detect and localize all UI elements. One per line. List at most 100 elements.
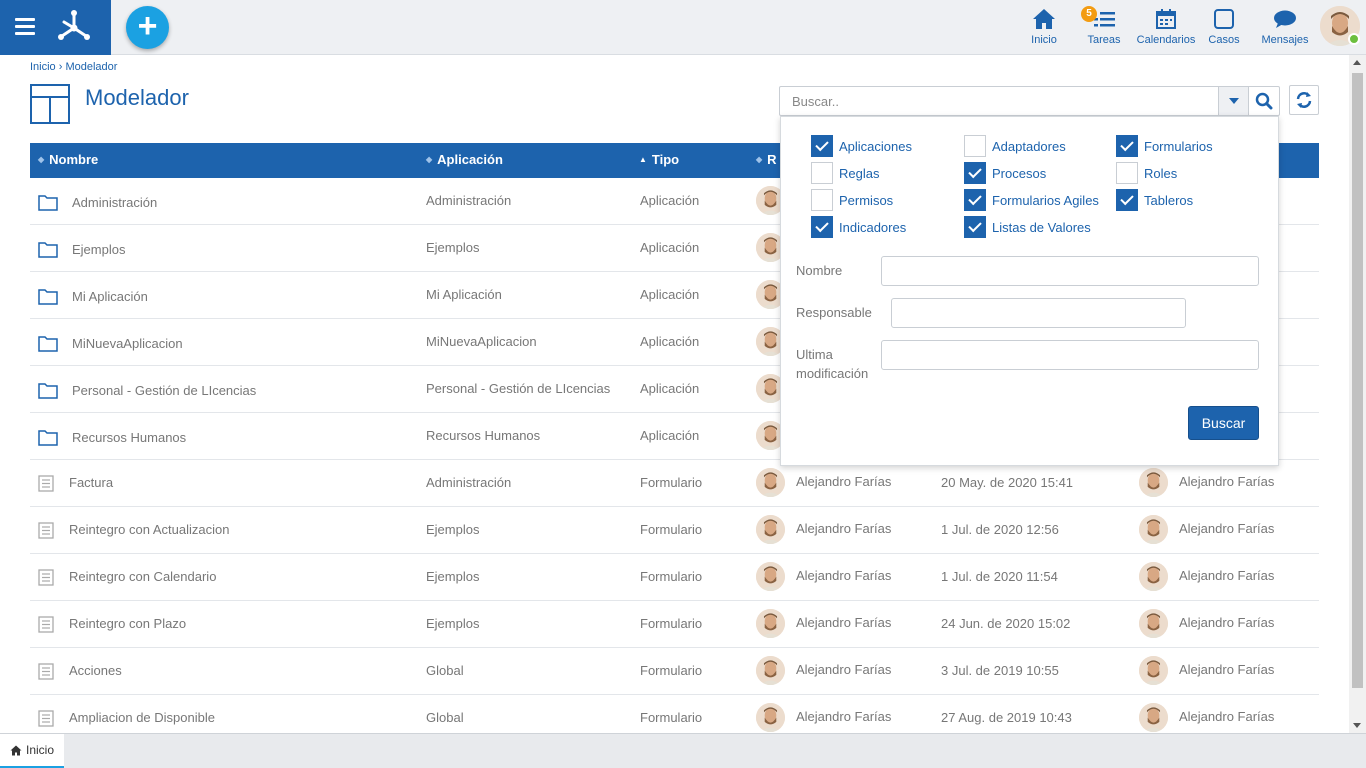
cell-fecha: 24 Jun. de 2020 15:02 (941, 616, 1071, 631)
checkbox-permisos[interactable]: Permisos (811, 189, 893, 211)
scrollbar[interactable] (1349, 55, 1366, 733)
form-icon (38, 569, 54, 589)
add-button[interactable]: + (126, 6, 169, 49)
col-nombre[interactable]: ◆ Nombre (38, 152, 99, 167)
form-icon (38, 663, 54, 683)
advanced-search-panel: Aplicaciones Adaptadores Formularios Reglas… (780, 116, 1279, 466)
ultima-modificacion-label-line1: Ultima (796, 347, 833, 362)
table-row[interactable]: Ejemplos Ejemplos Aplicación (30, 225, 1319, 272)
nav-label: Inicio (1031, 34, 1057, 46)
cell-nombre: Recursos Humanos (72, 430, 187, 445)
responsable-field[interactable] (891, 298, 1186, 328)
refresh-button[interactable] (1289, 85, 1319, 115)
nav-mensajes[interactable]: Mensajes (1260, 6, 1310, 46)
folder-icon (38, 288, 58, 308)
cell-tipo: Aplicación (640, 287, 700, 302)
nav-tareas[interactable]: 5 Tareas (1081, 6, 1123, 46)
checkbox-formularios[interactable]: Formularios (1116, 135, 1213, 157)
nav-calendarios[interactable]: Calendarios (1136, 6, 1196, 46)
checkbox-adaptadores[interactable]: Adaptadores (964, 135, 1066, 157)
modeler-icon (30, 84, 70, 124)
cell-tipo: Aplicación (640, 334, 700, 349)
tasks-badge: 5 (1081, 6, 1097, 22)
checkbox-tableros[interactable]: Tableros (1116, 189, 1193, 211)
cell-tipo: Formulario (640, 522, 703, 537)
checkbox-indicadores[interactable]: Indicadores (811, 216, 906, 238)
cell-nombre: Factura (69, 475, 114, 490)
col-aplicacion[interactable]: ◆ Aplicación (426, 152, 503, 167)
checkbox-box[interactable] (964, 135, 986, 157)
table-row[interactable]: Reintegro con Actualizacion Ejemplos Formu… (30, 507, 1319, 554)
cell-responsable: Alejandro Farías (796, 615, 892, 630)
checkbox-label: Procesos (992, 165, 1047, 181)
form-icon (38, 710, 54, 730)
table-row[interactable]: Personal - Gestión de LIcencias Personal … (30, 366, 1319, 413)
avatar (1139, 609, 1168, 638)
col-responsable[interactable]: ◆ R (756, 152, 777, 167)
col-tipo[interactable]: ▲ Tipo (639, 152, 680, 167)
buscar-button[interactable]: Buscar (1188, 406, 1259, 440)
online-status-indicator (1348, 33, 1360, 45)
cell-tipo: Aplicación (640, 428, 700, 443)
checkbox-listas-de-valores[interactable]: Listas de Valores (964, 216, 1091, 238)
table-row[interactable]: Factura Administración Formulario Alejandro… (30, 460, 1319, 507)
table-body: Administración Administración Aplicación Ej… (30, 178, 1319, 742)
cell-fecha: 27 Aug. de 2019 10:43 (941, 710, 1072, 725)
cell-modificado-por: Alejandro Farías (1179, 662, 1275, 677)
checkbox-box[interactable] (811, 162, 833, 184)
cell-aplicacion: Ejemplos (426, 240, 480, 255)
cell-aplicacion: Recursos Humanos (426, 428, 541, 443)
checkbox-box[interactable] (964, 216, 986, 238)
table-row[interactable]: Reintegro con Plazo Ejemplos Formulario Ale… (30, 601, 1319, 648)
cell-tipo: Formulario (640, 663, 703, 678)
home-icon (1033, 9, 1055, 29)
ultima-modificacion-label-line2: modificación (796, 366, 869, 381)
nav-casos[interactable]: Casos (1207, 6, 1241, 46)
table-row[interactable]: Acciones Global Formulario Alejandro Farías… (30, 648, 1319, 695)
nav-label: Casos (1208, 34, 1240, 46)
search-button[interactable] (1248, 86, 1280, 116)
tab-inicio[interactable]: Inicio (0, 734, 64, 768)
nav-label: Mensajes (1261, 34, 1309, 46)
cell-fecha: 20 May. de 2020 15:41 (941, 475, 1074, 490)
form-icon (38, 616, 54, 636)
cell-nombre: Administración (72, 195, 158, 210)
nav-inicio[interactable]: Inicio (1026, 6, 1062, 46)
checkbox-aplicaciones[interactable]: Aplicaciones (811, 135, 912, 157)
breadcrumb[interactable]: Inicio › Modelador (30, 61, 118, 73)
avatar (756, 515, 785, 544)
avatar (1139, 703, 1168, 732)
ultima-modificacion-field[interactable] (881, 340, 1259, 370)
nombre-field[interactable] (881, 256, 1259, 286)
checkbox-label: Roles (1144, 165, 1178, 181)
checkbox-box[interactable] (811, 189, 833, 211)
search-input[interactable] (779, 86, 1219, 116)
checkbox-box[interactable] (811, 216, 833, 238)
app-logo-icon[interactable] (56, 8, 92, 44)
checkbox-box[interactable] (1116, 189, 1138, 211)
checkbox-formularios-agiles[interactable]: Formularios Agiles (964, 189, 1099, 211)
avatar (1139, 656, 1168, 685)
cell-tipo: Formulario (640, 475, 703, 490)
checkbox-roles[interactable]: Roles (1116, 162, 1177, 184)
checkbox-box[interactable] (964, 189, 986, 211)
avatar (756, 703, 785, 732)
checkbox-box[interactable] (811, 135, 833, 157)
table-row[interactable]: Reintegro con Calendario Ejemplos Formular… (30, 554, 1319, 601)
bottom-tab-bar: Inicio (0, 733, 1366, 768)
checkbox-box[interactable] (1116, 135, 1138, 157)
cell-nombre: MiNuevaAplicacion (72, 336, 183, 351)
checkbox-box[interactable] (1116, 162, 1138, 184)
col-label: Nombre (49, 152, 99, 167)
nombre-label: Nombre (796, 263, 843, 278)
avatar (1139, 515, 1168, 544)
checkbox-label: Adaptadores (992, 138, 1066, 154)
cell-nombre: Acciones (69, 663, 122, 678)
caret-down-icon (1228, 98, 1239, 104)
cell-aplicacion: Global (426, 663, 464, 678)
checkbox-reglas[interactable]: Reglas (811, 162, 879, 184)
hamburger-menu-icon[interactable] (15, 18, 35, 35)
checkbox-box[interactable] (964, 162, 986, 184)
checkbox-procesos[interactable]: Procesos (964, 162, 1046, 184)
search-dropdown-button[interactable] (1218, 86, 1249, 116)
